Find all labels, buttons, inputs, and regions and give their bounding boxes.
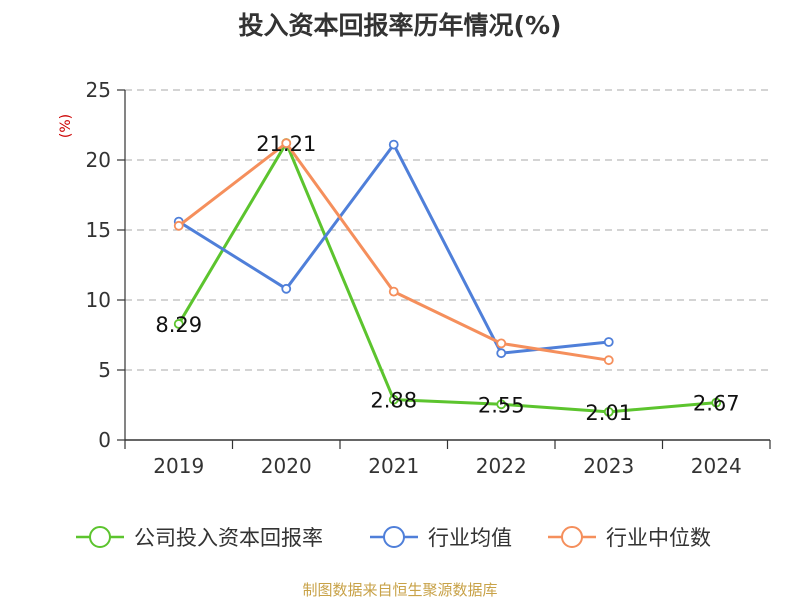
data-point xyxy=(496,348,507,359)
data-point xyxy=(388,286,399,297)
y-tick-label: 0 xyxy=(98,428,111,452)
data-label: 8.29 xyxy=(155,313,202,337)
data-point xyxy=(711,397,722,408)
source-note: 制图数据来自恒生聚源数据库 xyxy=(302,581,497,599)
y-axis-label: (%) xyxy=(58,114,74,138)
data-point xyxy=(281,283,292,294)
data-label: 2.88 xyxy=(370,389,417,413)
data-labels: 8.29 21.21 2.88 2.55 2.01 2.67 xyxy=(155,132,739,425)
series-line xyxy=(177,141,717,414)
chart-title: 投入资本回报率历年情况(%) xyxy=(239,11,562,40)
y-tick-label: 5 xyxy=(98,358,111,382)
data-point xyxy=(173,319,184,329)
legend-marker xyxy=(89,526,111,548)
x-tick-label: 2024 xyxy=(691,454,742,478)
data-label: 2.01 xyxy=(585,401,632,425)
gridlines xyxy=(125,89,770,371)
x-tick-label: 2022 xyxy=(476,454,527,478)
series-line xyxy=(177,141,609,362)
axes: 0 5 10 15 20 25 2019 2020 2021 2022 2023 2024 xyxy=(86,78,771,478)
data-point xyxy=(603,337,614,347)
legend-marker xyxy=(383,526,405,548)
legend-label: 公司投入资本回报率 xyxy=(134,526,323,550)
x-tick-label: 2019 xyxy=(153,454,204,478)
data-point xyxy=(496,338,507,349)
data-point xyxy=(603,406,614,417)
data-label: 21.21 xyxy=(256,132,316,156)
data-label: 2.55 xyxy=(478,393,525,417)
y-tick-label: 10 xyxy=(86,288,111,312)
x-tick-label: 2023 xyxy=(583,454,634,478)
y-tick-label: 25 xyxy=(86,78,111,102)
data-point xyxy=(388,139,399,150)
legend: 公司投入资本回报率 行业均值 行业中位数 xyxy=(76,526,711,550)
data-point xyxy=(603,355,614,366)
x-tick-label: 2020 xyxy=(261,454,312,478)
series-lines xyxy=(173,138,722,417)
data-point xyxy=(496,399,507,410)
y-tick-label: 20 xyxy=(86,148,111,172)
x-tick-label: 2021 xyxy=(368,454,419,478)
data-point xyxy=(281,138,292,149)
y-tick-label: 15 xyxy=(86,218,111,242)
data-point xyxy=(388,394,399,405)
legend-label: 行业均值 xyxy=(428,526,512,550)
data-label: 2.67 xyxy=(693,392,740,416)
data-point xyxy=(173,220,184,231)
legend-marker xyxy=(561,526,583,548)
legend-label: 行业中位数 xyxy=(606,526,711,550)
